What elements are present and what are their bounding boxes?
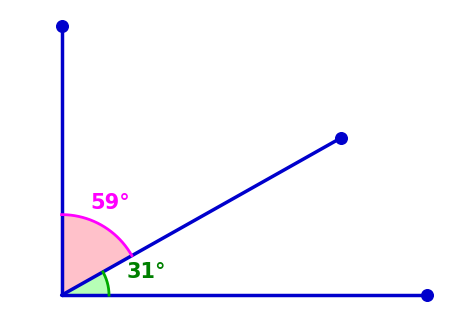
Text: 31°: 31° [127, 262, 166, 282]
Polygon shape [62, 215, 132, 295]
Text: 59°: 59° [91, 193, 130, 213]
Point [423, 293, 430, 298]
Polygon shape [62, 272, 109, 295]
Point [58, 24, 65, 29]
Point [337, 135, 345, 140]
